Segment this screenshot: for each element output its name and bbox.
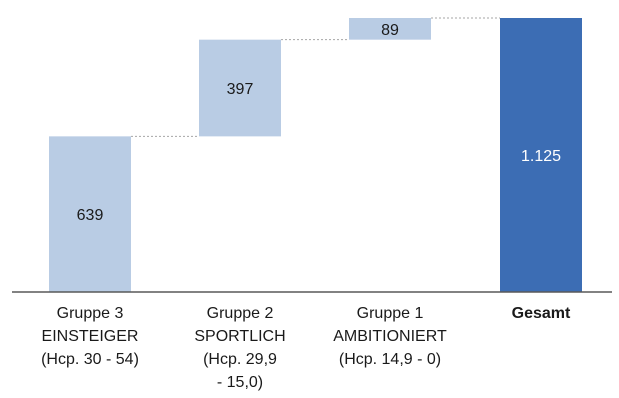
connector-lines: [131, 17, 500, 137]
value-label-3: 89: [381, 22, 399, 39]
category-labels: Gruppe 3 EINSTEIGER (Hcp. 30 - 54) Gruppe 2…: [41, 305, 571, 391]
value-labels: 639 397 89 1.125: [77, 22, 561, 224]
bar-4: [500, 18, 582, 292]
value-label-4: 1.125: [521, 148, 561, 165]
value-label-2: 397: [227, 81, 254, 98]
bar-1: [49, 136, 131, 292]
category-label-4: Gesamt: [512, 305, 571, 322]
value-label-1: 639: [77, 207, 104, 224]
bar-3: [349, 18, 431, 40]
bar-2: [199, 39, 281, 137]
bars: [49, 18, 582, 292]
category-label-2: Gruppe 2 SPORTLICH (Hcp. 29,9- 15,0): [194, 305, 285, 391]
category-label-1: Gruppe 3 EINSTEIGER (Hcp. 30 - 54): [41, 305, 139, 368]
category-label-3: Gruppe 1 AMBITIONIERT (Hcp. 14,9 - 0): [333, 305, 447, 368]
